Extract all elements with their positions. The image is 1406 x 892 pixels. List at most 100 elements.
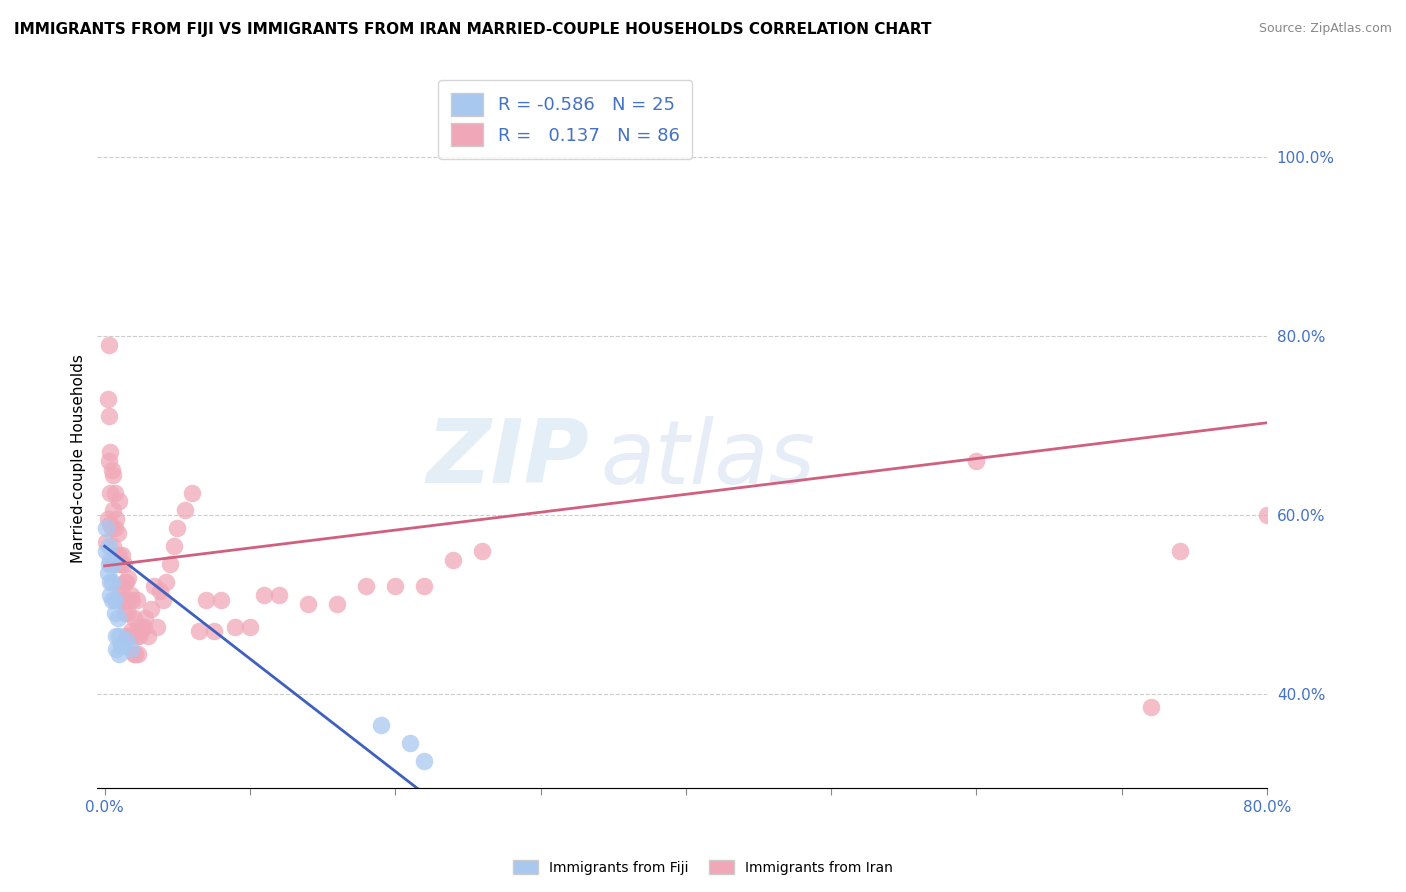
Point (100, 445, 122, 459)
Point (94, 534, 117, 549)
Point (134, 611, 156, 625)
Point (163, 539, 186, 553)
Point (96, 392, 118, 406)
Point (114, 607, 136, 621)
Point (239, 620, 262, 634)
Point (209, 593, 232, 607)
Point (98, 409, 121, 424)
Point (121, 593, 143, 607)
Point (224, 620, 246, 634)
Text: IMMIGRANTS FROM FIJI VS IMMIGRANTS FROM IRAN MARRIED-COUPLE HOUSEHOLDS CORRELATI: IMMIGRANTS FROM FIJI VS IMMIGRANTS FROM … (14, 22, 932, 37)
Point (441, 552, 464, 566)
Point (121, 629, 143, 643)
Point (104, 607, 127, 621)
Point (127, 620, 149, 634)
Point (114, 574, 136, 589)
Point (101, 557, 124, 571)
Point (96, 512, 118, 526)
Point (267, 589, 290, 603)
Point (127, 647, 149, 661)
Point (120, 642, 142, 657)
Point (111, 548, 134, 562)
Point (115, 633, 138, 648)
Point (143, 579, 166, 593)
Point (94, 543, 117, 558)
Point (297, 598, 319, 612)
Point (111, 638, 134, 652)
Point (326, 598, 349, 612)
Point (125, 593, 148, 607)
Point (118, 593, 141, 607)
Point (159, 557, 181, 571)
Point (105, 548, 128, 562)
Y-axis label: Married-couple Households: Married-couple Households (72, 354, 86, 564)
Point (111, 579, 134, 593)
Point (98, 557, 121, 571)
Point (107, 525, 129, 540)
Point (413, 754, 436, 768)
Point (100, 589, 122, 603)
Point (105, 642, 128, 657)
Point (107, 611, 129, 625)
Point (1168, 543, 1191, 558)
Point (103, 557, 125, 571)
Point (180, 485, 202, 500)
Point (104, 552, 127, 566)
Point (103, 503, 125, 517)
Point (136, 629, 159, 643)
Point (101, 593, 124, 607)
Point (253, 589, 276, 603)
Point (188, 624, 211, 639)
Point (108, 647, 131, 661)
Legend: Immigrants from Fiji, Immigrants from Iran: Immigrants from Fiji, Immigrants from Ir… (508, 855, 898, 880)
Point (122, 611, 145, 625)
Point (96, 566, 118, 580)
Point (398, 736, 420, 750)
Point (101, 521, 124, 535)
Point (105, 512, 128, 526)
Point (166, 521, 188, 535)
Point (413, 579, 436, 593)
Point (107, 557, 129, 571)
Point (115, 629, 138, 643)
Point (100, 574, 122, 589)
Point (110, 557, 132, 571)
Point (110, 593, 132, 607)
Point (117, 607, 139, 621)
Point (100, 516, 122, 531)
Text: Source: ZipAtlas.com: Source: ZipAtlas.com (1258, 22, 1392, 36)
Point (146, 620, 169, 634)
Point (104, 521, 127, 535)
Point (101, 463, 124, 477)
Point (108, 579, 131, 593)
Point (115, 574, 138, 589)
Text: atlas: atlas (600, 416, 815, 502)
Point (120, 624, 142, 639)
Point (117, 570, 139, 584)
Point (132, 620, 155, 634)
Point (98, 338, 121, 352)
Point (104, 485, 127, 500)
Point (120, 589, 142, 603)
Point (105, 629, 128, 643)
Point (101, 574, 124, 589)
Point (149, 583, 172, 598)
Point (98, 454, 121, 468)
Point (139, 602, 162, 616)
Point (1139, 700, 1161, 714)
Point (125, 629, 148, 643)
Legend: R = -0.586   N = 25, R =   0.137   N = 86: R = -0.586 N = 25, R = 0.137 N = 86 (439, 80, 692, 159)
Point (195, 593, 218, 607)
Point (122, 647, 145, 661)
Point (110, 638, 132, 652)
Point (112, 593, 135, 607)
Point (104, 593, 127, 607)
Point (98, 539, 121, 553)
Point (173, 503, 195, 517)
Text: ZIP: ZIP (426, 416, 589, 502)
Point (471, 543, 494, 558)
Point (131, 620, 153, 634)
Point (112, 557, 135, 571)
Point (384, 579, 406, 593)
Point (108, 494, 131, 508)
